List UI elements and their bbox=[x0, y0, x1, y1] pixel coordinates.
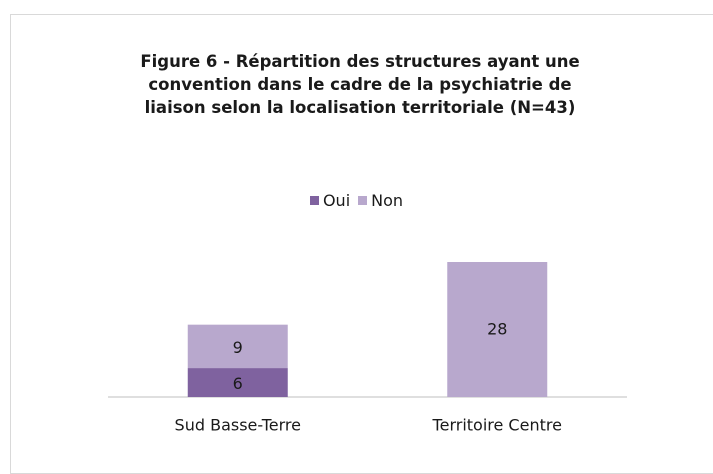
chart: 6 9 Sud Basse-Terre 28 Territoire Centre bbox=[108, 262, 627, 435]
data-label: 6 bbox=[233, 374, 243, 393]
data-label: 9 bbox=[233, 338, 243, 357]
data-label: 28 bbox=[487, 320, 507, 339]
chart-title: Figure 6 - Répartition des structures ay… bbox=[140, 52, 580, 117]
x-tick-label: Territoire Centre bbox=[432, 416, 562, 435]
bar-segment bbox=[187, 324, 288, 369]
legend: Oui Non bbox=[0, 191, 713, 210]
x-tick-label: Sud Basse-Terre bbox=[175, 416, 301, 435]
legend-item: Oui bbox=[309, 191, 351, 210]
page: {"chart_data": {"type": "stacked_bar", "… bbox=[0, 14, 713, 474]
legend-swatch bbox=[309, 196, 319, 205]
legend-label: Oui bbox=[322, 191, 351, 210]
bar-segment bbox=[187, 368, 288, 397]
legend-item: Non bbox=[358, 191, 403, 210]
bar-segment bbox=[447, 262, 548, 397]
legend-swatch bbox=[358, 196, 368, 205]
legend-label: Non bbox=[371, 191, 404, 210]
